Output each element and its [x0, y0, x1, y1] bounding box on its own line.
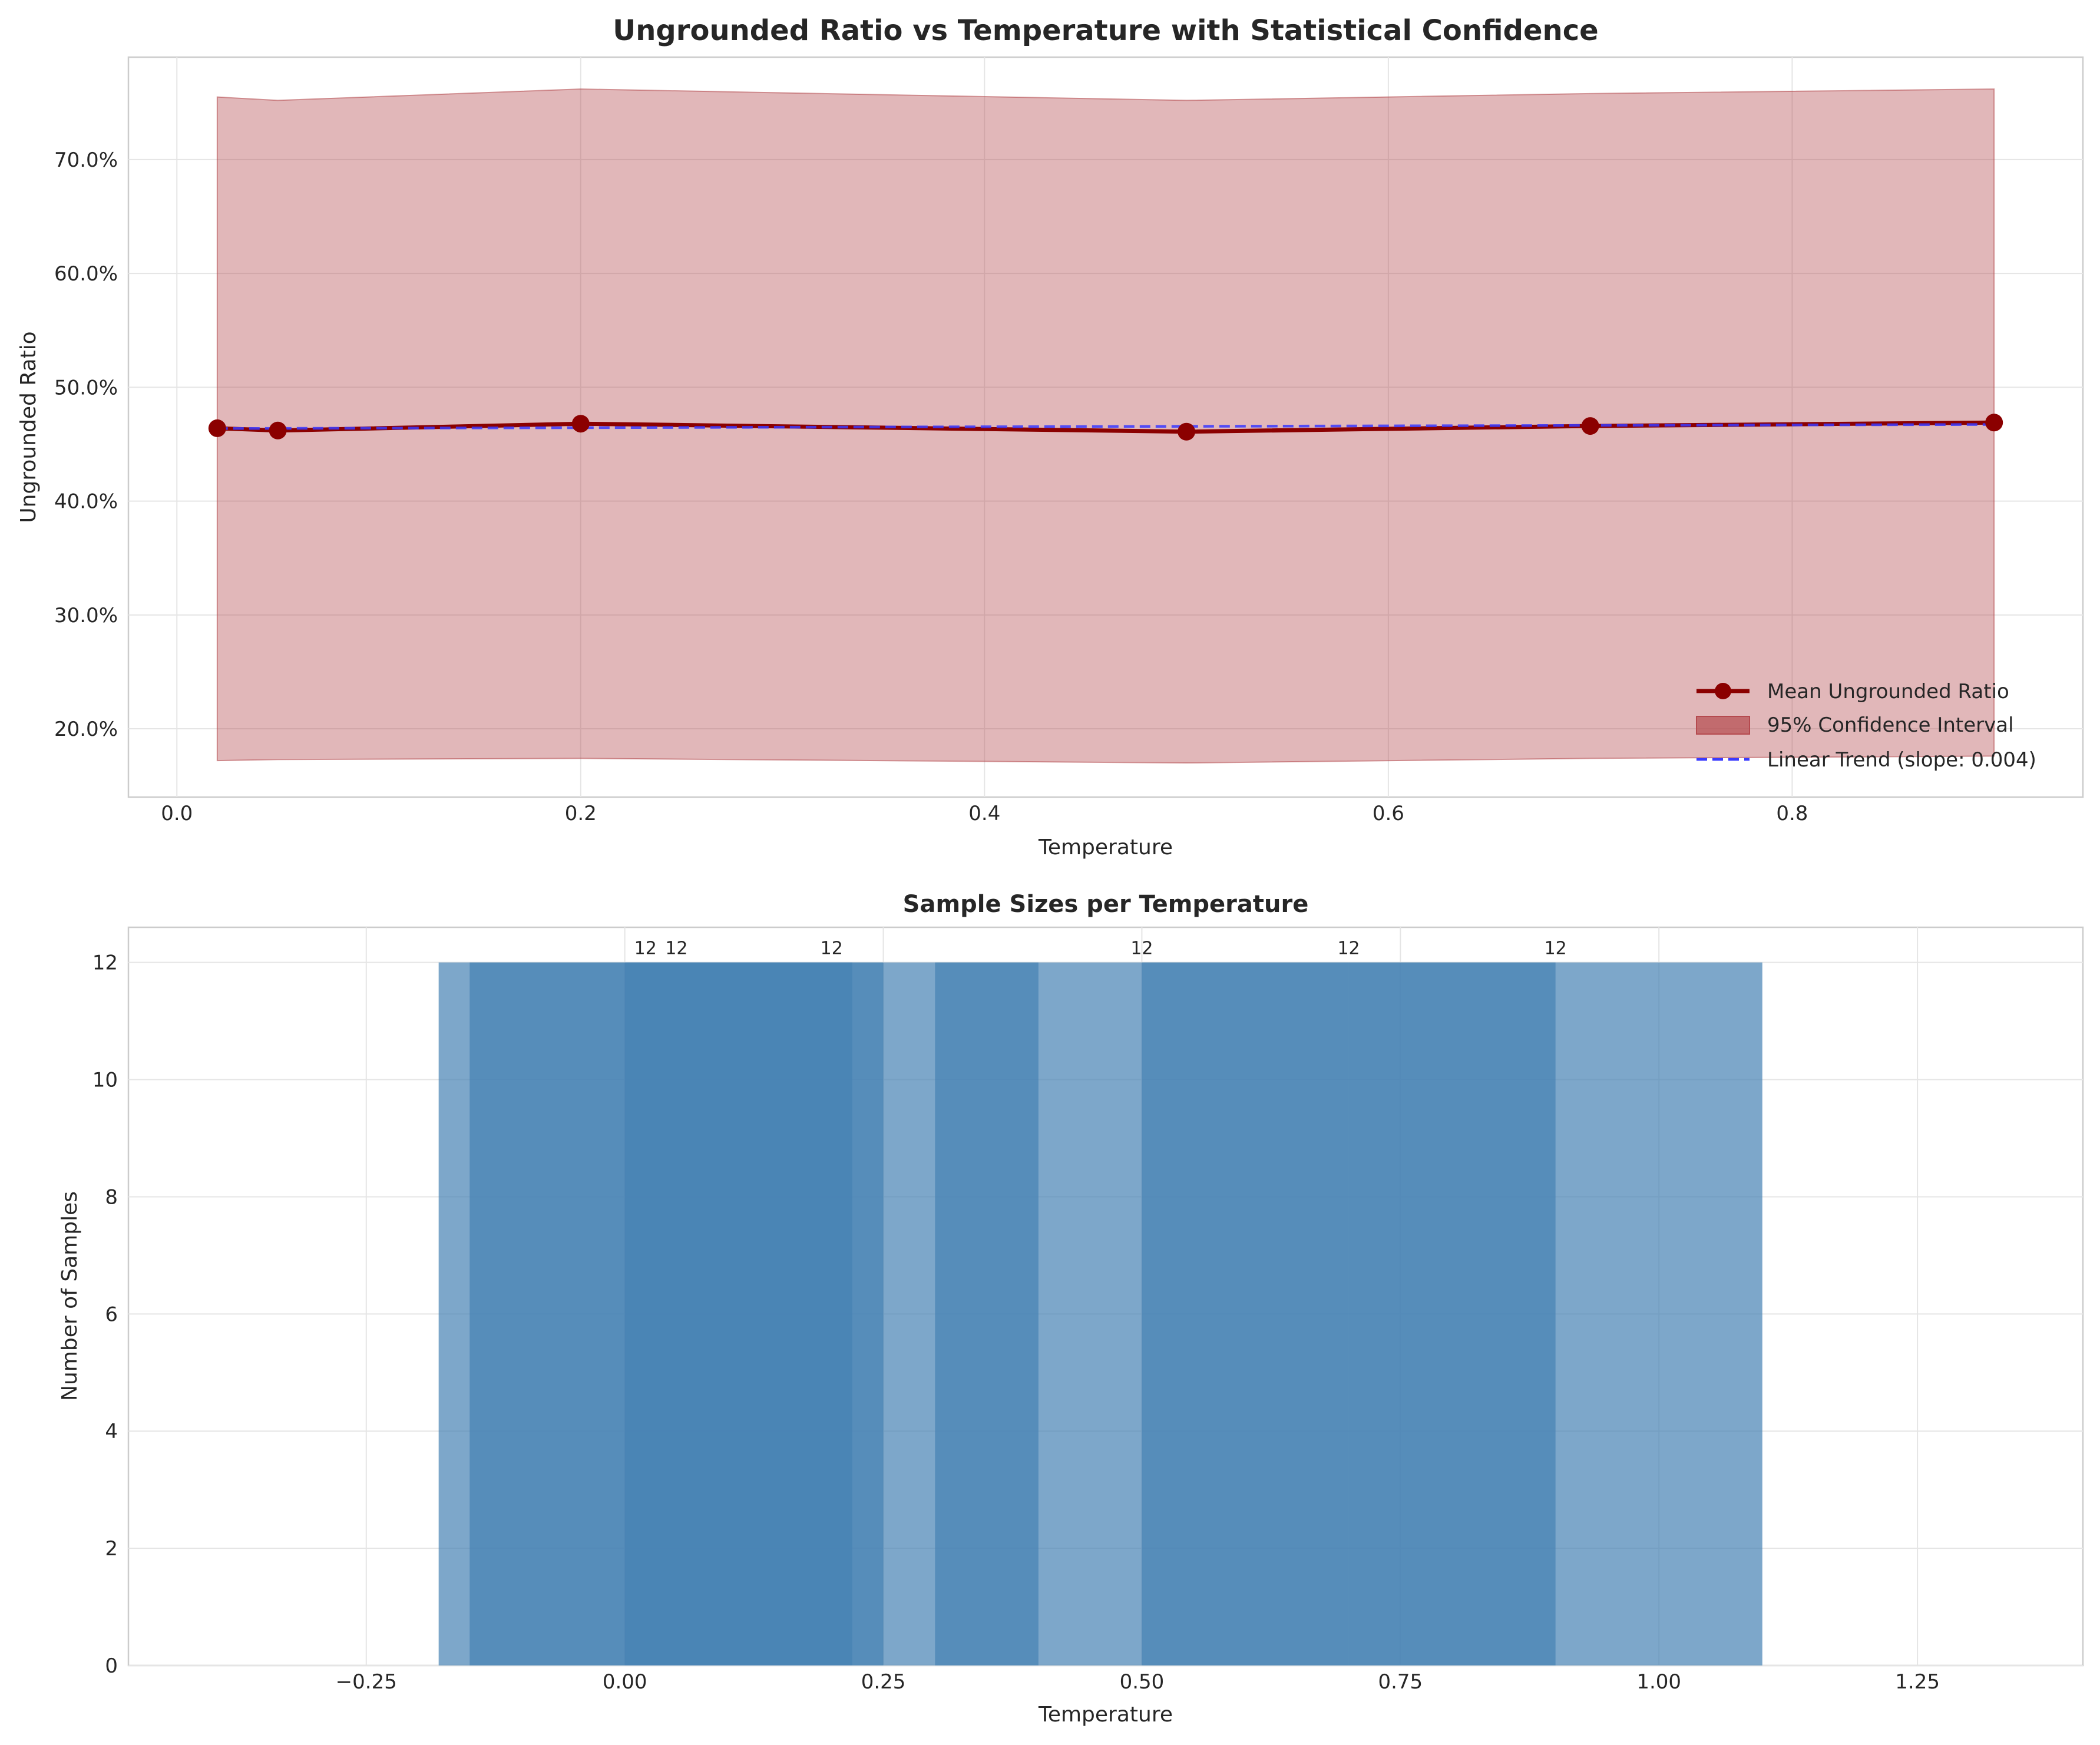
bottom-y-tick-label: 12 [92, 951, 118, 975]
mean-marker [208, 419, 226, 437]
top-y-axis-label: Ungrounded Ratio [16, 331, 41, 523]
top-y-tick-label: 20.0% [54, 718, 118, 741]
top-y-tick-label: 70.0% [54, 148, 118, 172]
bar-value-label: 12 [634, 938, 657, 959]
top-x-tick-labels: 0.0 0.2 0.4 0.6 0.8 [161, 802, 1808, 825]
bottom-x-tick-label: 1.25 [1895, 1670, 1940, 1694]
bottom-x-axis-label: Temperature [1038, 1703, 1173, 1727]
bar-value-labels: 12 12 12 12 12 12 [634, 938, 1567, 959]
top-y-tick-label: 30.0% [54, 604, 118, 627]
mean-marker [571, 415, 590, 433]
legend-mean-marker-swatch [1715, 683, 1731, 699]
bottom-y-axis-label: Number of Samples [58, 1191, 82, 1401]
bar-value-label: 12 [1337, 938, 1360, 959]
top-legend: Mean Ungrounded Ratio 95% Confidence Int… [1696, 680, 2036, 772]
confidence-interval-band [216, 88, 1995, 764]
top-y-tick-labels: 20.0% 30.0% 40.0% 50.0% 60.0% 70.0% [54, 148, 118, 741]
mean-marker [1581, 417, 1599, 435]
legend-ci-label: 95% Confidence Interval [1767, 713, 2014, 737]
top-grid [128, 57, 2083, 797]
top-x-tick-label: 0.0 [161, 802, 193, 825]
bottom-x-tick-label: −0.25 [336, 1670, 397, 1694]
mean-marker [1985, 414, 2003, 432]
bar-value-label: 12 [1545, 938, 1567, 959]
top-x-axis-label: Temperature [1038, 835, 1173, 860]
mean-markers [208, 414, 2003, 441]
sample-size-bars [438, 962, 1762, 1665]
bottom-x-tick-label: 1.00 [1636, 1670, 1681, 1694]
legend-trend-label: Linear Trend (slope: 0.004) [1767, 748, 2036, 772]
linear-trend-line [217, 423, 1995, 430]
top-y-tick-label: 40.0% [54, 490, 118, 514]
bottom-y-tick-label: 6 [105, 1303, 118, 1326]
top-chart-title: Ungrounded Ratio vs Temperature with Sta… [613, 14, 1598, 47]
top-x-tick-label: 0.2 [565, 802, 597, 825]
mean-marker [269, 421, 287, 439]
bottom-x-tick-label: 0.25 [861, 1670, 906, 1694]
bottom-y-tick-label: 0 [105, 1654, 118, 1678]
bar-value-label: 12 [1130, 938, 1153, 959]
legend-mean-label: Mean Ungrounded Ratio [1767, 680, 2009, 703]
bottom-y-tick-label: 2 [105, 1537, 118, 1561]
bar-value-label: 12 [821, 938, 843, 959]
top-x-tick-label: 0.4 [968, 802, 1000, 825]
bottom-chart-title: Sample Sizes per Temperature [903, 891, 1309, 918]
bar-value-label: 12 [665, 938, 687, 959]
top-y-tick-label: 60.0% [54, 262, 118, 286]
sample-size-bar [1348, 962, 1762, 1665]
mean-marker [1178, 422, 1196, 441]
bottom-y-tick-label: 8 [105, 1185, 118, 1209]
bottom-y-tick-label: 4 [105, 1420, 118, 1443]
bottom-x-tick-label: 0.75 [1378, 1670, 1423, 1694]
bottom-y-tick-labels: 0 2 4 6 8 10 12 [92, 951, 118, 1678]
bottom-x-tick-label: 0.50 [1120, 1670, 1165, 1694]
confidence-line-chart: 0.0 0.2 0.4 0.6 0.8 20.0% 30.0% 40.0% 50.0% 60.0… [16, 14, 2084, 860]
legend-ci-swatch [1696, 716, 1750, 735]
bottom-x-tick-labels: −0.25 0.00 0.25 0.50 0.75 1.00 1.25 [336, 1670, 1940, 1694]
bottom-x-tick-label: 0.00 [603, 1670, 647, 1694]
top-y-tick-label: 50.0% [54, 376, 118, 399]
top-x-tick-label: 0.8 [1776, 802, 1808, 825]
bottom-y-tick-label: 10 [92, 1069, 118, 1092]
top-x-tick-label: 0.6 [1373, 802, 1404, 825]
sample-size-bar-chart: 12 12 12 12 12 12 −0.25 0.00 0.25 0.50 0.75 1.00 1.… [58, 891, 2084, 1727]
